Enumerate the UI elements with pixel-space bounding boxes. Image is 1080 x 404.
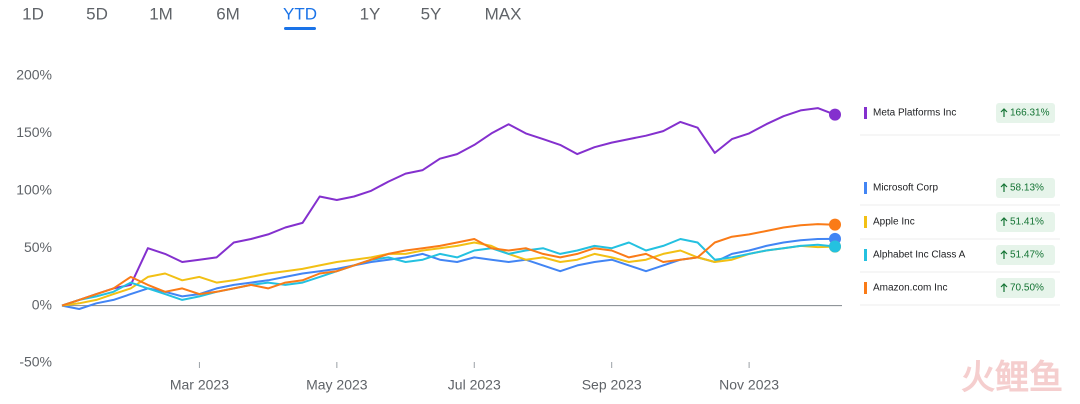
y-tick-label: 100%: [16, 182, 52, 198]
range-tab[interactable]: 1D: [22, 4, 44, 23]
change-label: 70.50%: [1010, 283, 1044, 294]
change-label: 51.47%: [1010, 250, 1044, 261]
tab-underline: [284, 27, 316, 30]
legend-swatch: [864, 282, 867, 294]
legend-label: Meta Platforms Inc: [873, 108, 956, 119]
x-tick-label: Jul 2023: [448, 377, 501, 393]
legend-swatch: [864, 216, 867, 228]
x-tick-label: Nov 2023: [719, 377, 779, 393]
range-tab[interactable]: 5Y: [421, 4, 442, 23]
y-tick-label: -50%: [19, 354, 52, 370]
legend-label: Alphabet Inc Class A: [873, 250, 966, 261]
change-label: 58.13%: [1010, 183, 1044, 194]
up-arrow: [1000, 183, 1008, 192]
change-badge: [996, 178, 1055, 198]
end-dot: [829, 108, 841, 121]
x-tick-label: May 2023: [306, 377, 368, 393]
y-tick-label: 200%: [16, 67, 52, 83]
change-label: 51.41%: [1010, 217, 1044, 228]
up-arrow: [1000, 217, 1008, 226]
range-tab[interactable]: 6M: [216, 4, 240, 23]
range-tab[interactable]: 5D: [86, 4, 108, 23]
legend-label: Microsoft Corp: [873, 183, 938, 194]
y-tick-label: 0%: [32, 296, 52, 312]
y-tick-label: 150%: [16, 124, 52, 140]
series-line: [61, 223, 836, 307]
up-arrow: [1000, 108, 1008, 117]
up-arrow: [1000, 283, 1008, 292]
x-tick-label: Mar 2023: [170, 377, 229, 393]
range-tab[interactable]: MAX: [485, 4, 522, 23]
series-line: [61, 241, 836, 307]
change-badge: [996, 212, 1055, 232]
watermark: 火鲤鱼: [961, 359, 1063, 397]
up-arrow: [1000, 250, 1008, 259]
series-line: [61, 107, 836, 307]
end-dot: [829, 240, 841, 253]
change-label: 166.31%: [1010, 108, 1050, 119]
legend-swatch: [864, 249, 867, 261]
legend-swatch: [864, 107, 867, 119]
x-tick-label: Sep 2023: [582, 377, 642, 393]
end-dot: [829, 218, 841, 231]
range-tab[interactable]: 1Y: [360, 4, 381, 23]
legend-label: Amazon.com Inc: [873, 283, 947, 294]
legend-swatch: [864, 182, 867, 194]
range-tab[interactable]: 1M: [149, 4, 173, 23]
legend-label: Apple Inc: [873, 217, 915, 228]
change-badge: [996, 278, 1055, 298]
change-badge: [996, 103, 1055, 123]
range-tab[interactable]: YTD: [283, 4, 317, 23]
y-tick-label: 50%: [24, 239, 52, 255]
change-badge: [996, 245, 1055, 265]
